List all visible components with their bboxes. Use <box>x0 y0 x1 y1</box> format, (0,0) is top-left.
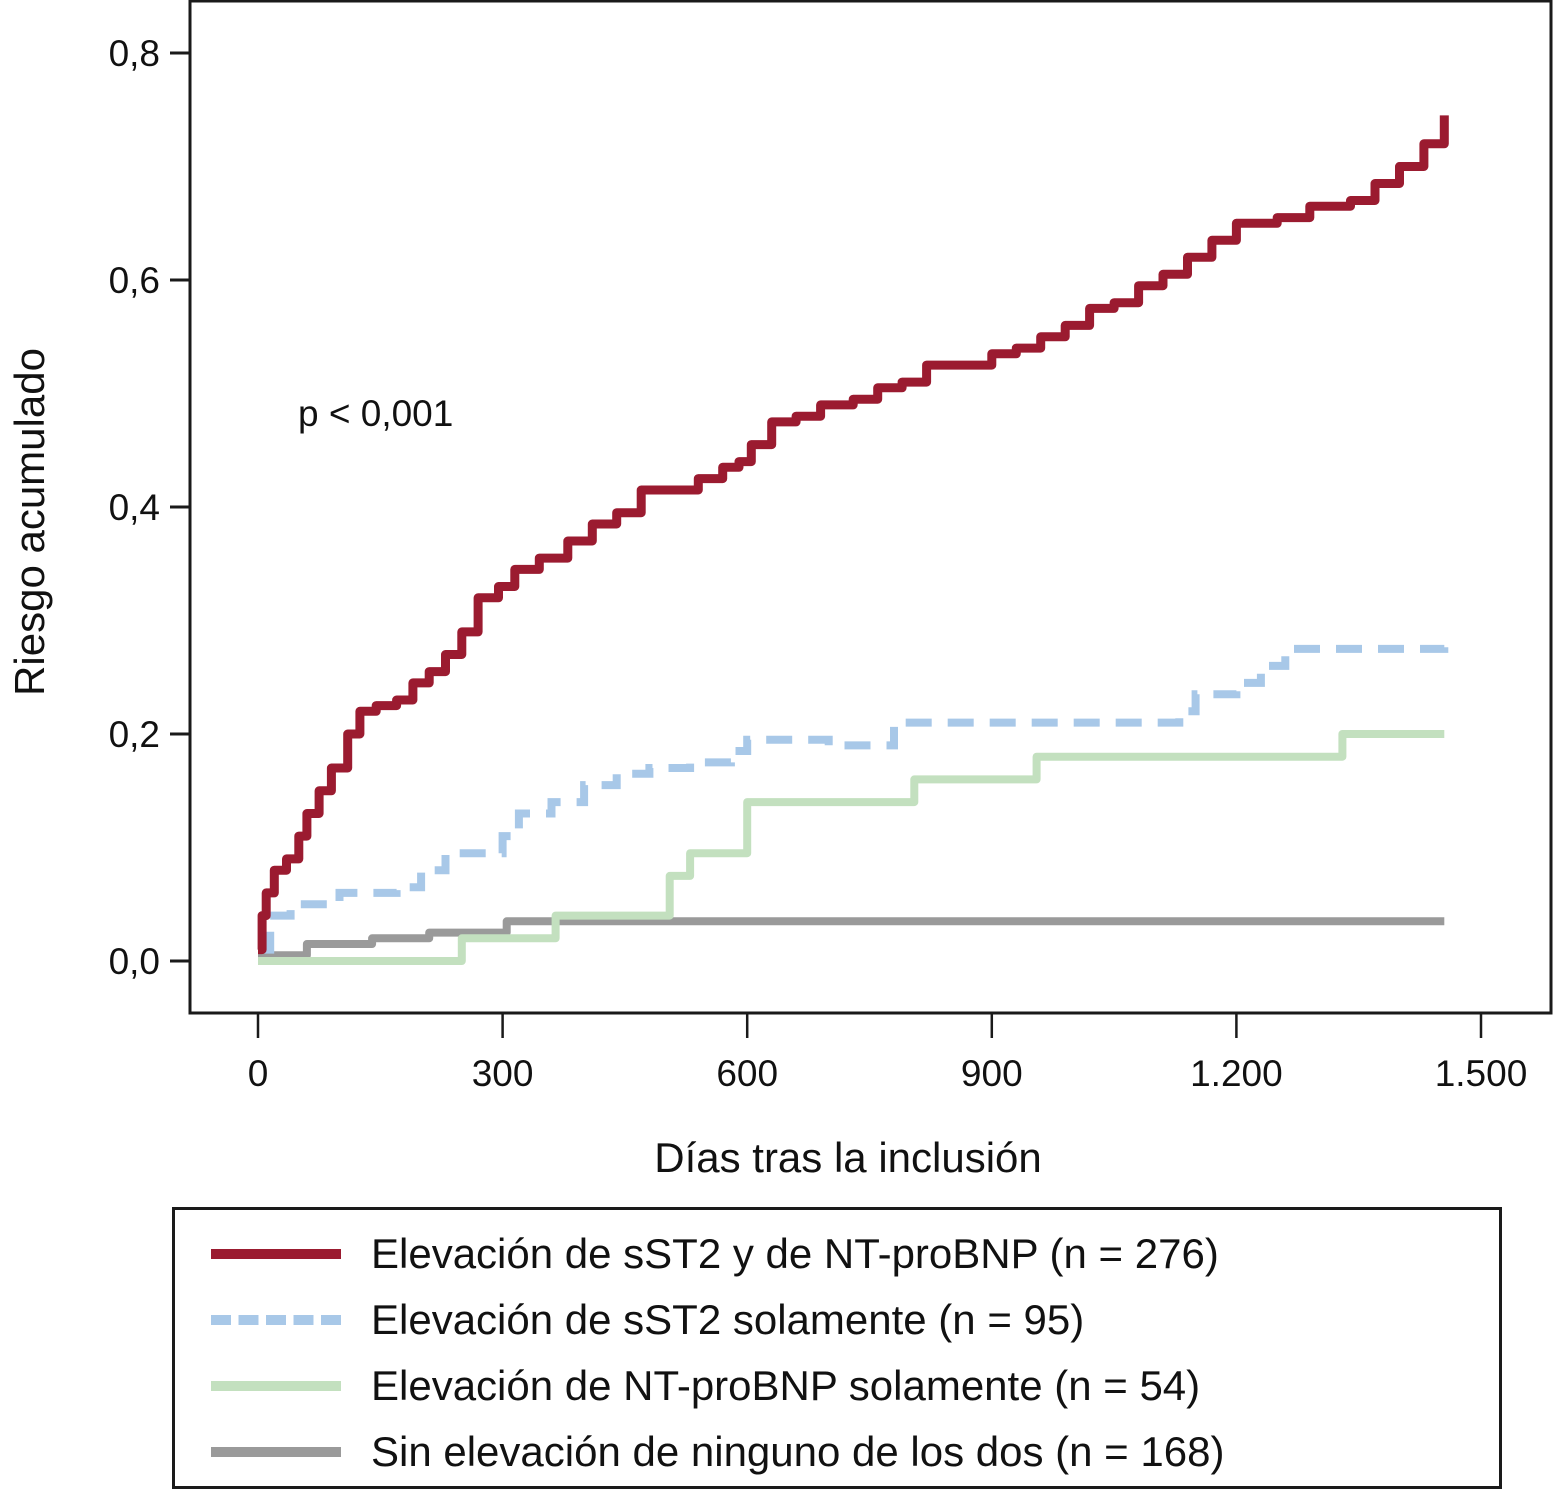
legend-label: Sin elevación de ninguno de los dos (n =… <box>371 1428 1225 1475</box>
x-tick-label: 1.200 <box>1190 1053 1283 1094</box>
series-sst2-only <box>262 643 1449 954</box>
x-tick-label: 1.500 <box>1435 1053 1528 1094</box>
x-tick-label: 900 <box>961 1053 1023 1094</box>
series-both-elevated <box>257 115 1449 955</box>
x-tick-label: 0 <box>248 1053 269 1094</box>
series-none-elevated <box>258 917 1445 960</box>
legend: Elevación de sST2 y de NT-proBNP (n = 27… <box>172 1207 1502 1489</box>
y-tick-label: 0,0 <box>109 941 160 982</box>
legend-item-none: Sin elevación de ninguno de los dos (n =… <box>211 1422 1224 1482</box>
p-value-annotation: p < 0,001 <box>298 393 453 434</box>
legend-label: Elevación de NT-proBNP solamente (n = 54… <box>371 1362 1201 1409</box>
legend-swatch-green-line <box>211 1381 341 1391</box>
legend-swatch-red-line <box>211 1249 341 1259</box>
legend-swatch-blue-dashed <box>211 1315 341 1325</box>
legend-item-both: Elevación de sST2 y de NT-proBNP (n = 27… <box>211 1224 1219 1284</box>
x-tick-label: 300 <box>472 1053 534 1094</box>
y-tick-label: 0,6 <box>109 260 160 301</box>
legend-swatch-gray-line <box>211 1447 341 1457</box>
legend-label: Elevación de sST2 y de NT-proBNP (n = 27… <box>371 1230 1219 1277</box>
x-axis-title: Días tras la inclusión <box>654 1134 1042 1181</box>
legend-label: Elevación de sST2 solamente (n = 95) <box>371 1296 1085 1343</box>
y-axis-title: Riesgo acumulado <box>6 348 53 696</box>
x-tick-label: 600 <box>716 1053 778 1094</box>
y-tick-label: 0,2 <box>109 714 160 755</box>
y-tick-label: 0,4 <box>109 487 160 528</box>
km-chart: 0,0 0,2 0,4 0,6 0,8 0 300 600 900 1.200 1.500 p <… <box>6 0 1553 1181</box>
y-axis: 0,0 0,2 0,4 0,6 0,8 <box>109 33 190 982</box>
x-axis: 0 300 600 900 1.200 1.500 <box>248 1013 1528 1094</box>
legend-item-sst2-only: Elevación de sST2 solamente (n = 95) <box>211 1290 1084 1350</box>
series-ntprobnp-only <box>258 730 1445 965</box>
series-layer <box>257 115 1449 965</box>
legend-item-ntprobnp-only: Elevación de NT-proBNP solamente (n = 54… <box>211 1356 1200 1416</box>
y-tick-label: 0,8 <box>109 33 160 74</box>
plot-frame <box>188 0 1553 1015</box>
